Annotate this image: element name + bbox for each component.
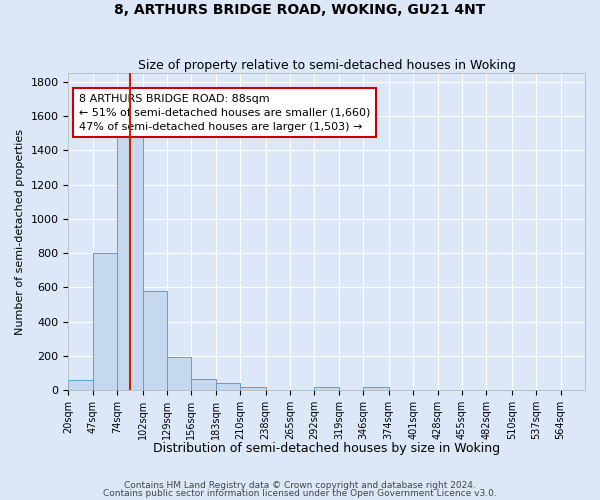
Text: 8, ARTHURS BRIDGE ROAD, WOKING, GU21 4NT: 8, ARTHURS BRIDGE ROAD, WOKING, GU21 4NT <box>115 2 485 16</box>
Bar <box>364 386 389 390</box>
Bar <box>143 291 167 390</box>
X-axis label: Distribution of semi-detached houses by size in Woking: Distribution of semi-detached houses by … <box>153 442 500 455</box>
Bar <box>167 356 191 390</box>
Bar <box>314 386 339 390</box>
Text: Contains HM Land Registry data © Crown copyright and database right 2024.: Contains HM Land Registry data © Crown c… <box>124 480 476 490</box>
Text: Contains public sector information licensed under the Open Government Licence v3: Contains public sector information licen… <box>103 489 497 498</box>
Bar <box>68 380 93 390</box>
Bar <box>191 379 216 390</box>
Bar <box>216 383 241 390</box>
Y-axis label: Number of semi-detached properties: Number of semi-detached properties <box>15 128 25 334</box>
Bar <box>117 133 143 390</box>
Title: Size of property relative to semi-detached houses in Woking: Size of property relative to semi-detach… <box>138 59 515 72</box>
Bar <box>93 253 117 390</box>
Text: 8 ARTHURS BRIDGE ROAD: 88sqm
← 51% of semi-detached houses are smaller (1,660)
4: 8 ARTHURS BRIDGE ROAD: 88sqm ← 51% of se… <box>79 94 370 132</box>
Bar <box>241 386 266 390</box>
